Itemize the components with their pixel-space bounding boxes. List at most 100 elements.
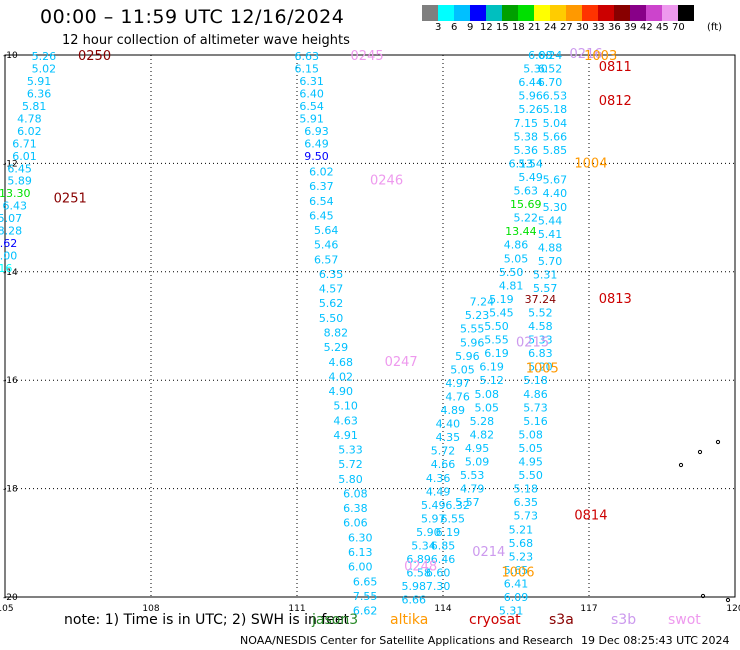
wave-height-value: 4.78 (17, 112, 42, 125)
wave-height-value: 6.08 (343, 487, 368, 500)
wave-height-value: 4.76 (445, 390, 470, 403)
wave-height-value: 5.08 (518, 428, 543, 441)
wave-height-value: 5.89 (7, 175, 32, 188)
wave-height-value: 6.65 (353, 575, 378, 588)
wave-height-value: 5.54 (518, 157, 543, 170)
wave-height-value: 6.58 (406, 567, 431, 580)
wave-height-value: 6.35 (513, 496, 538, 509)
wave-height-value: 8.82 (324, 327, 349, 340)
colorbar-labels: 3 6 9 12 15 18 21 24 27 30 33 36 39 42 45 70 (ft) (422, 22, 740, 34)
latitude-tick-label: -12 (3, 159, 18, 169)
wave-height-value: 6.01 (12, 150, 37, 163)
wave-height-value: 6.35 (319, 268, 344, 281)
wave-height-value: 7.24 (470, 296, 495, 309)
wave-height-value: 5.57 (455, 496, 480, 509)
wave-height-value: 5.29 (324, 341, 349, 354)
colorbar-tick-label: 70 (672, 22, 685, 33)
wave-height-value: 5.70 (538, 255, 563, 268)
colorbar-swatch (630, 5, 646, 21)
colorbar-swatch (598, 5, 614, 21)
track-time-label: 1003 (584, 49, 617, 64)
wave-height-value: 5.49 (518, 171, 543, 184)
wave-height-value: 4.63 (333, 414, 358, 427)
wave-height-value: 6.37 (309, 180, 334, 193)
wave-height-value: 4.79 (460, 483, 485, 496)
track-time-label: 0251 (54, 192, 87, 207)
wave-height-value: 6.71 (12, 137, 37, 150)
track-time-label: 1006 (501, 566, 534, 581)
wave-height-value: 6.57 (314, 253, 339, 266)
wave-height-value: 5.67 (543, 174, 568, 187)
wave-height-value: 4.58 (528, 320, 553, 333)
wave-height-value: 5.91 (299, 112, 324, 125)
wave-height-value: 5.52 (528, 306, 553, 319)
wave-height-value: 5.50 (499, 266, 524, 279)
page-subtitle: 12 hour collection of altimeter wave hei… (62, 33, 350, 48)
colorbar-unit: (ft) (707, 22, 723, 33)
wave-height-value: 6.54 (299, 100, 324, 113)
wave-height-value: 37.24 (525, 293, 557, 306)
wave-height-value: 5.26 (32, 50, 57, 63)
wave-height-value: 7.30 (426, 580, 451, 593)
island-outline (678, 462, 684, 468)
wave-height-value: 5.33 (528, 334, 553, 347)
island-outline (700, 593, 706, 599)
colorbar-tick-label: 24 (544, 22, 557, 33)
track-time-label: 0814 (574, 509, 607, 524)
track-time-label: 0214 (472, 545, 505, 560)
wave-height-value: 6.19 (436, 526, 461, 539)
island-outline (715, 439, 721, 445)
wave-height-value: 5.10 (333, 400, 358, 413)
wave-height-value: 5.33 (338, 444, 363, 457)
legend-item-s3a: s3a (549, 612, 574, 628)
wave-height-value: 6.09 (504, 591, 529, 604)
colorbar-swatch (502, 5, 518, 21)
wave-height-value: 5.80 (338, 473, 363, 486)
longitude-tick-label: 120 (726, 604, 740, 614)
wave-height-value: 4.66 (431, 458, 456, 471)
wave-height-value: 5.96 (460, 336, 485, 349)
wave-height-value: 5.66 (543, 130, 568, 143)
wave-height-value: 7.55 (353, 590, 378, 603)
colorbar-swatch (470, 5, 486, 21)
footnote: note: 1) Time is in UTC; 2) SWH is in fe… (64, 612, 350, 628)
wave-height-value: 4.49 (426, 485, 451, 498)
wave-height-value: 6.70 (538, 76, 563, 89)
wave-height-value: 5.65 (504, 564, 529, 577)
map-frame (4, 54, 736, 598)
colorbar-swatch (566, 5, 582, 21)
wave-height-value: 4.81 (499, 279, 524, 292)
wave-height-value: 5.20 (528, 361, 553, 374)
wave-height-value: 4.40 (543, 187, 568, 200)
wave-height-value: 5.96 (455, 350, 480, 363)
wave-height-value: 5.08 (475, 388, 500, 401)
wave-height-value: 5.31 (533, 269, 558, 282)
wave-height-value: 5.62 (319, 297, 344, 310)
wave-height-value: 4.35 (436, 431, 461, 444)
colorbar-tick-label: 36 (608, 22, 621, 33)
wave-height-value: 8.28 (0, 225, 22, 238)
credit-line: NOAA/NESDIS Center for Satellite Applica… (240, 634, 574, 647)
wave-height-value: 6.46 (431, 553, 456, 566)
island-outline (725, 597, 731, 603)
island-outline (697, 449, 703, 455)
wave-height-value: 4.82 (470, 428, 495, 441)
wave-height-value: 5.16 (0, 262, 12, 275)
wave-height-value: 9.50 (304, 150, 329, 163)
wave-height-value: 5.81 (22, 100, 47, 113)
colorbar-swatch (518, 5, 534, 21)
track-time-label: 0216 (570, 47, 603, 62)
longitude-tick-label: 105 (0, 604, 14, 614)
wave-height-value: 6.38 (343, 502, 368, 515)
wave-height-value: 6.15 (294, 63, 319, 76)
colorbar-tick-label: 9 (467, 22, 474, 33)
wave-height-value: 15.69 (510, 198, 542, 211)
wave-height-value: 6.62 (353, 605, 378, 618)
colorbar-tick-label: 21 (528, 22, 541, 33)
wave-height-value: 5.18 (543, 103, 568, 116)
wave-height-value: 5.04 (543, 117, 568, 130)
track-time-label: 0811 (599, 60, 632, 75)
wave-height-value: 6.89 (406, 553, 431, 566)
wave-height-value: 5.90 (416, 526, 441, 539)
wave-height-value: 6.83 (528, 347, 553, 360)
